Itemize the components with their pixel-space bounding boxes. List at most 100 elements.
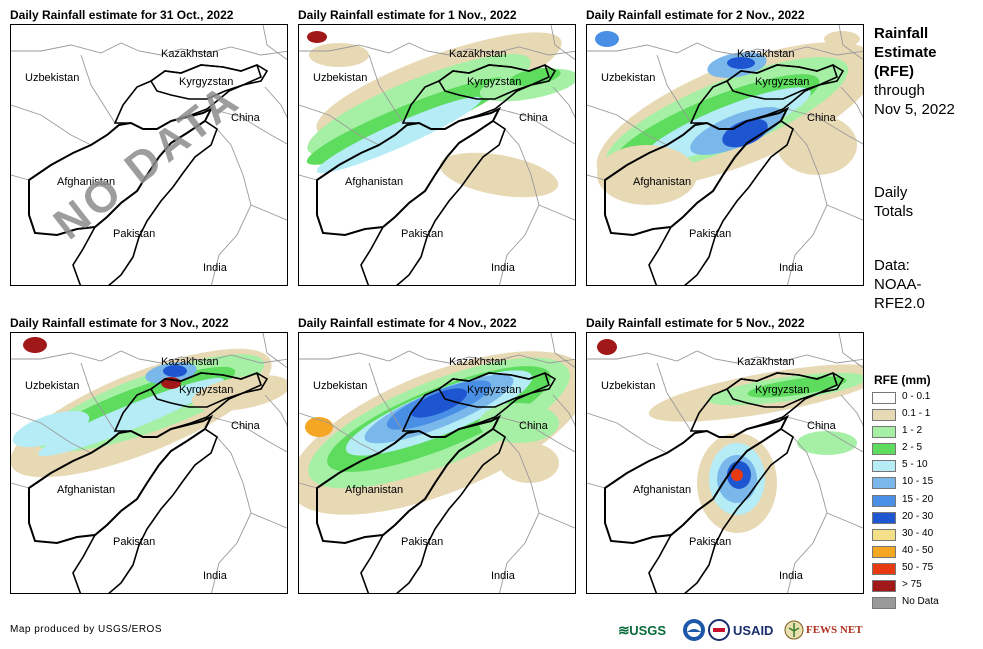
country-border (250, 204, 287, 221)
side-through: through (874, 82, 925, 99)
rain-area (797, 431, 857, 455)
side-daily: Daily Totals (874, 183, 913, 221)
country-label-china: China (519, 112, 549, 124)
legend-swatch (872, 460, 896, 473)
side-data-line: Data: (874, 257, 910, 274)
country-label-kyrgyzstan: Kyrgyzstan (467, 384, 521, 396)
rain-area (410, 388, 468, 418)
panel-title: Daily Rainfall estimate for 2 Nov., 2022 (586, 8, 805, 22)
legend-label: 40 - 50 (902, 544, 934, 556)
country-border (299, 412, 380, 454)
rain-area (727, 57, 755, 69)
country-label-india: India (203, 570, 228, 582)
legend-swatch (872, 494, 896, 507)
country-border (838, 333, 863, 369)
legend-swatch (872, 545, 896, 558)
country-border (840, 394, 863, 427)
rain-area (777, 115, 857, 175)
usaid-logo-text: USAID (733, 622, 774, 638)
country-border (299, 482, 318, 489)
rain-area (12, 410, 90, 448)
rain-area (722, 118, 768, 148)
country-border (587, 482, 606, 489)
fewsnet-logo: FEWS NET (784, 618, 864, 642)
country-border (210, 108, 287, 145)
country-border (299, 104, 380, 146)
rain-area (38, 377, 224, 457)
rain-area (597, 339, 617, 355)
side-title: Rainfall Estimate (RFE) through Nov 5, 2… (874, 24, 955, 119)
legend-swatch (872, 426, 896, 439)
country-label-india: India (779, 570, 804, 582)
pakistan-border (360, 428, 506, 593)
legend-swatch (872, 528, 896, 541)
panel-title: Daily Rainfall estimate for 31 Oct., 202… (10, 8, 234, 22)
country-border (550, 25, 575, 61)
country-label-kyrgyzstan: Kyrgyzstan (755, 76, 809, 88)
country-label-kyrgyzstan: Kyrgyzstan (179, 76, 233, 88)
country-border (11, 42, 162, 56)
legend-swatch (872, 392, 896, 404)
kyrgyzstan-border (725, 371, 838, 408)
legend-swatch (872, 597, 896, 610)
side-data-line: NOAA- (874, 276, 922, 293)
side-daily-line: Daily (874, 184, 908, 201)
usaid-logo: USAID (708, 618, 782, 642)
country-border (210, 416, 287, 453)
country-border (656, 362, 692, 432)
country-label-india: India (203, 262, 228, 274)
country-border (498, 108, 575, 145)
kyrgyzstan-border (437, 371, 550, 408)
fewsnet-logo-text: FEWS NET (806, 624, 863, 636)
kyrgyzstan-border (149, 371, 262, 408)
rainfall-map: Kazakhstan Uzbekistan Kyrgyzstan China Afgha… (298, 24, 576, 286)
country-border (550, 333, 575, 369)
side-daily-line: Totals (874, 203, 914, 220)
country-border (80, 362, 116, 432)
country-label-kazakhstan: Kazakhstan (737, 356, 794, 368)
country-label-china: China (807, 112, 837, 124)
country-label-kazakhstan: Kazakhstan (449, 48, 506, 60)
legend-label: 2 - 5 (902, 442, 923, 454)
country-border (448, 354, 575, 364)
country-label-china: China (807, 420, 837, 432)
country-border (552, 394, 575, 427)
country-border (11, 482, 30, 489)
pakistan-border (72, 428, 218, 593)
country-border (264, 394, 287, 427)
legend-label: No Data (902, 596, 939, 608)
kyrgyzstan-border (437, 63, 550, 100)
country-border (11, 350, 162, 364)
country-label-uzbekistan: Uzbekistan (601, 72, 655, 84)
legend-swatch (872, 409, 896, 422)
country-border (587, 412, 668, 454)
country-label-afghanistan: Afghanistan (57, 176, 115, 188)
country-border (160, 46, 287, 56)
country-border (299, 174, 318, 181)
legend-label: > 75 (902, 579, 922, 591)
rainfall-map: Kazakhstan Uzbekistan Kyrgyzstan China Afgha… (10, 332, 288, 594)
side-title-line: Rainfall (874, 25, 929, 42)
country-label-pakistan: Pakistan (689, 228, 731, 240)
country-border (826, 204, 863, 221)
legend-label: 10 - 15 (902, 476, 934, 488)
country-border (838, 25, 863, 61)
country-border (498, 416, 575, 453)
panel-title: Daily Rainfall estimate for 4 Nov., 2022 (298, 316, 517, 330)
country-border (538, 512, 575, 529)
country-label-pakistan: Pakistan (401, 228, 443, 240)
legend-label: 20 - 30 (902, 510, 934, 522)
legend-label: 15 - 20 (902, 493, 934, 505)
country-border (587, 104, 668, 146)
country-border (250, 512, 287, 529)
country-label-china: China (519, 420, 549, 432)
country-border (262, 25, 287, 61)
country-border (80, 54, 116, 124)
rainfall-map: Kazakhstan Uzbekistan Kyrgyzstan China Afgha… (586, 332, 864, 594)
map-credit: Map produced by USGS/EROS (10, 624, 163, 635)
country-label-uzbekistan: Uzbekistan (25, 72, 79, 84)
country-label-kazakhstan: Kazakhstan (161, 356, 218, 368)
country-label-india: India (491, 262, 516, 274)
country-border (786, 416, 863, 453)
country-border (840, 86, 863, 119)
